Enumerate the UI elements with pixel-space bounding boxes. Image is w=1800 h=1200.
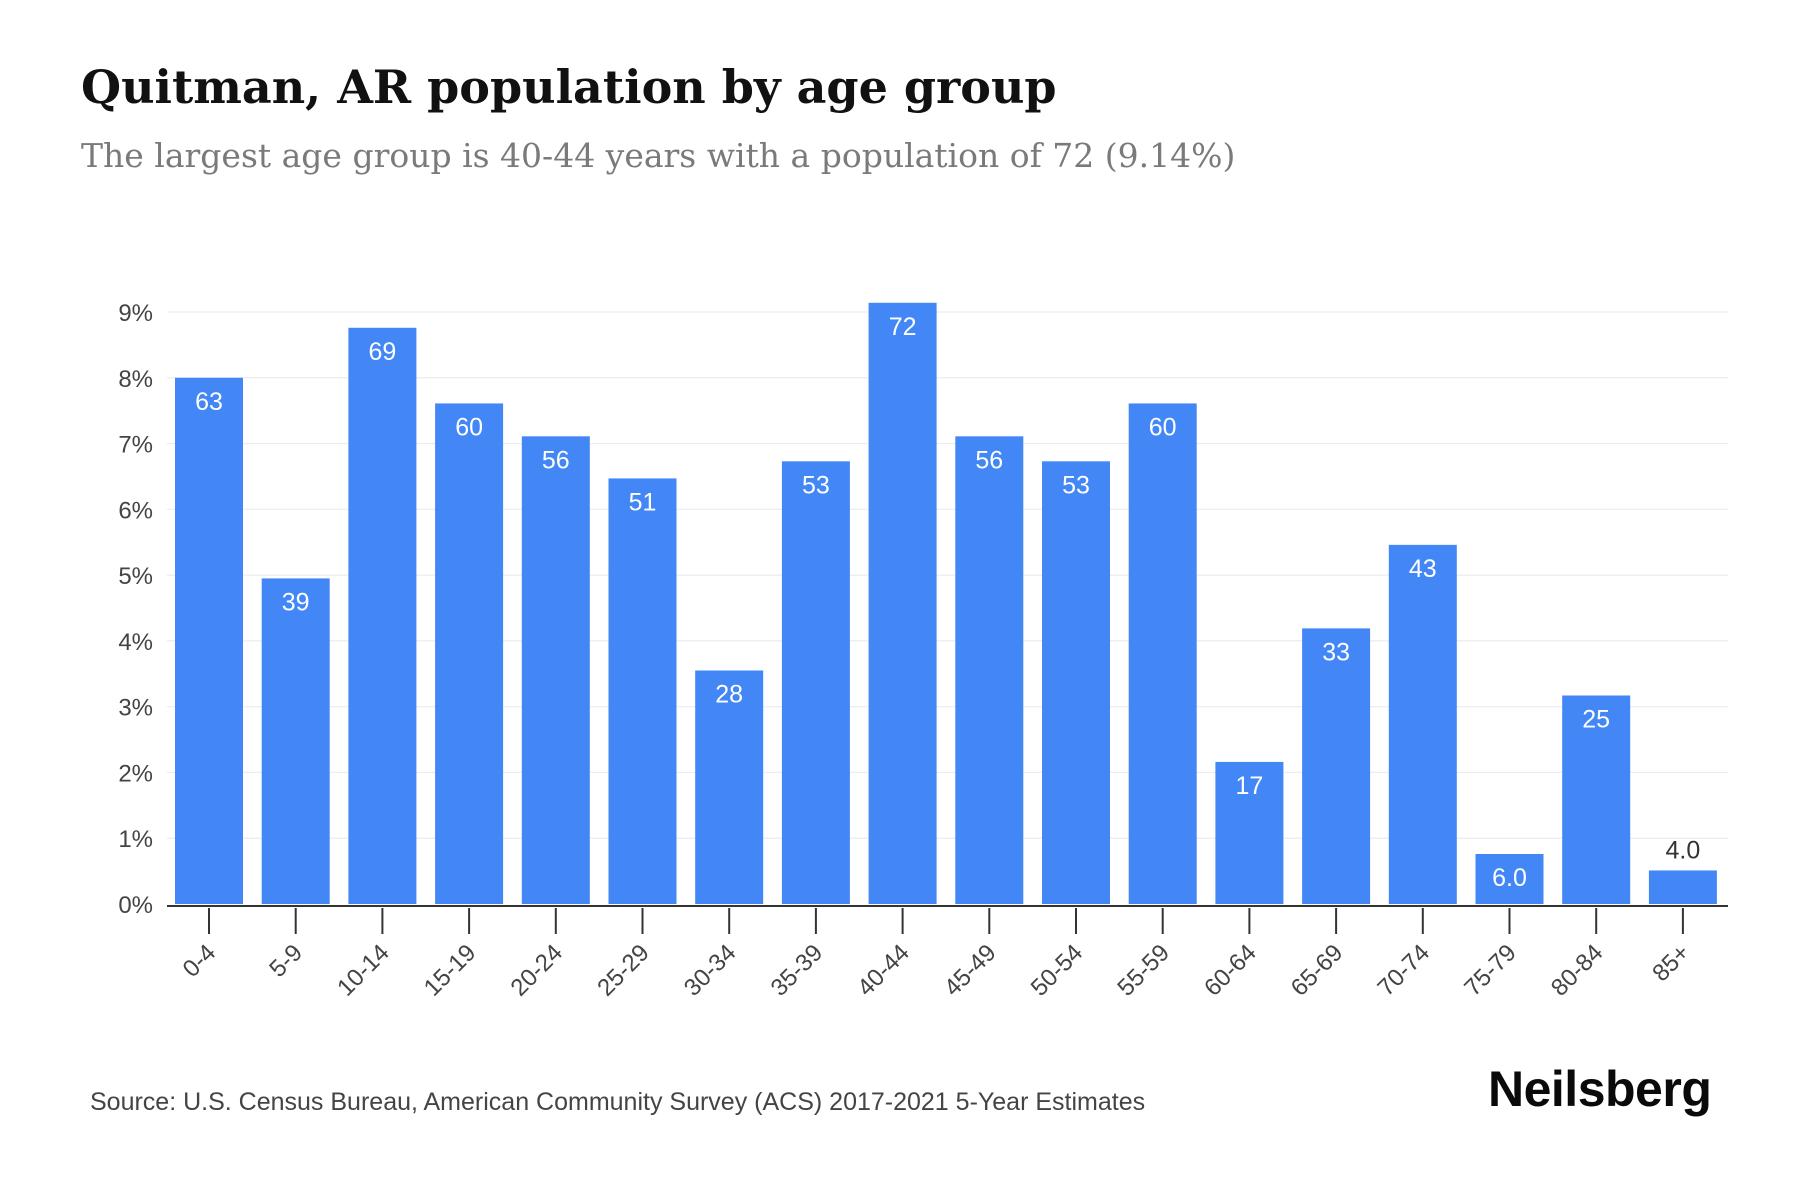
bar-value-label: 63 <box>195 388 223 416</box>
y-tick-label: 2% <box>118 760 153 787</box>
x-tick-label: 55-59 <box>1112 939 1175 1002</box>
y-tick-label: 5% <box>118 563 153 590</box>
bar <box>1215 761 1284 904</box>
y-tick-label: 8% <box>118 366 153 393</box>
x-tick-label: 20-24 <box>506 939 569 1002</box>
x-tick-label: 60-64 <box>1199 939 1262 1002</box>
bar-value-label: 4.0 <box>1666 836 1701 864</box>
source-note: Source: U.S. Census Bureau, American Com… <box>90 1088 1146 1116</box>
bar-value-label: 6.0 <box>1492 864 1527 892</box>
x-tick-label: 5-9 <box>264 939 308 983</box>
x-tick-label: 30-34 <box>679 939 742 1002</box>
x-tick-label: 45-49 <box>939 939 1002 1002</box>
bar <box>175 377 243 904</box>
bar <box>1042 461 1110 904</box>
bar <box>521 436 590 904</box>
x-tick-label: 75-79 <box>1459 939 1522 1002</box>
x-tick-label: 85+ <box>1647 939 1695 987</box>
y-axis-ticks: 0% 1% 2% 3% 4% 5% 6% 7% 8% 9% <box>118 300 153 919</box>
gridlines <box>167 311 1728 839</box>
x-tick-label: 10-14 <box>332 939 395 1002</box>
bar <box>348 327 417 905</box>
x-tick-label: 15-19 <box>419 939 482 1002</box>
bars: 63 39 69 60 56 51 28 53 72 56 53 60 17 33 43 6.0 25 4.0 <box>175 302 1717 905</box>
y-tick-label: 7% <box>118 432 153 459</box>
chart-title: Quitman, AR population by age group <box>81 60 1057 114</box>
bar <box>1475 854 1544 904</box>
bar-value-label: 51 <box>629 488 657 516</box>
bar-value-label: 56 <box>975 446 1003 474</box>
bar <box>781 461 850 904</box>
chart-subtitle: The largest age group is 40-44 years wit… <box>81 136 1236 175</box>
bar <box>955 436 1024 904</box>
bar <box>1388 544 1457 904</box>
bar-value-label: 60 <box>455 413 483 441</box>
y-tick-label: 1% <box>118 826 153 853</box>
bar-value-label: 43 <box>1409 555 1437 583</box>
bar <box>1648 870 1717 904</box>
x-tick-label: 65-69 <box>1286 939 1349 1002</box>
y-tick-label: 4% <box>118 629 153 656</box>
y-tick-label: 0% <box>118 892 153 919</box>
y-tick-label: 6% <box>118 497 153 524</box>
bar <box>1562 695 1631 904</box>
bar-value-label: 17 <box>1235 772 1263 800</box>
x-tick-label: 40-44 <box>852 939 915 1002</box>
bar-value-label: 69 <box>368 338 396 366</box>
x-tick-label: 50-54 <box>1026 939 1089 1002</box>
x-tick-label: 35-39 <box>766 939 829 1002</box>
x-tick-label: 0-4 <box>178 939 222 983</box>
y-tick-label: 3% <box>118 695 153 722</box>
y-tick-label: 9% <box>118 300 153 327</box>
bar <box>868 302 937 904</box>
x-axis-ticks: 0-4 5-9 10-14 15-19 20-24 25-29 30-34 35-39 40-4… <box>178 908 1695 1002</box>
bar-value-label: 56 <box>542 446 570 474</box>
x-tick-label: 25-29 <box>592 939 655 1002</box>
bar <box>261 578 330 904</box>
bar-value-label: 72 <box>889 313 917 341</box>
bar <box>1128 403 1197 904</box>
bar-value-label: 60 <box>1149 413 1177 441</box>
neilsberg-logo: Neilsberg <box>1488 1061 1712 1117</box>
bar-value-label: 28 <box>715 680 743 708</box>
bar <box>608 478 677 904</box>
x-tick-label: 80-84 <box>1546 939 1609 1002</box>
bar <box>695 670 764 904</box>
bar-value-label: 25 <box>1582 705 1610 733</box>
bar-value-label: 39 <box>282 588 310 616</box>
bar-value-label: 53 <box>802 471 830 499</box>
bar-value-label: 33 <box>1322 638 1350 666</box>
bar <box>1302 628 1371 904</box>
x-tick-label: 70-74 <box>1373 939 1436 1002</box>
bar-value-label: 53 <box>1062 471 1090 499</box>
bar <box>435 403 504 904</box>
